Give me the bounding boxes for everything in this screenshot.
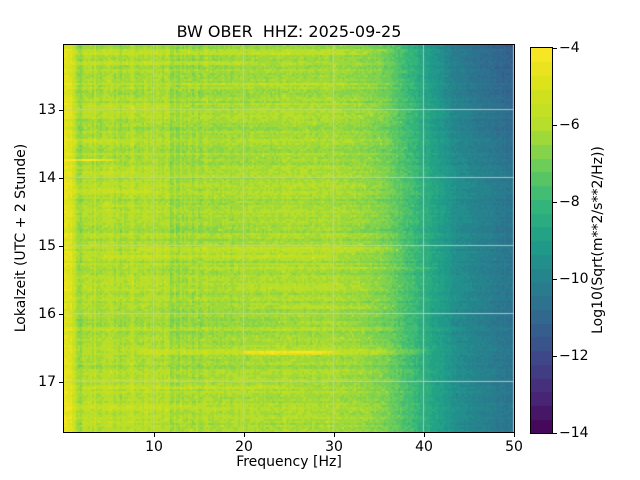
x-tick-label: 10 (145, 439, 163, 455)
colorbar-label: Log10(Sqrt(m**2/s**2/Hz)) (590, 146, 606, 334)
y-tick-mark (59, 381, 63, 383)
colorbar-tick-label: −10 (559, 271, 589, 287)
colorbar-tick-mark (553, 355, 557, 357)
y-tick-label: 16 (38, 306, 56, 323)
colorbar-tick-label: −8 (559, 194, 580, 210)
x-tick-label: 50 (505, 439, 523, 455)
x-axis-label: Frequency [Hz] (236, 454, 342, 470)
colorbar-tick-mark (553, 432, 557, 434)
chart-title: BW OBER HHZ: 2025-09-25 (176, 22, 402, 41)
y-tick-mark (59, 109, 63, 111)
y-tick-mark (59, 177, 63, 179)
colorbar-tick-label: −14 (559, 425, 589, 441)
x-tick-mark (153, 433, 155, 437)
x-tick-mark (423, 433, 425, 437)
colorbar-tick-label: −6 (559, 117, 580, 133)
x-tick-label: 40 (415, 439, 433, 455)
spectrogram-heatmap (63, 44, 515, 433)
y-tick-label: 13 (38, 102, 56, 119)
colorbar-gradient (530, 47, 553, 434)
colorbar-tick-mark (553, 278, 557, 280)
y-tick-mark (59, 313, 63, 315)
colorbar-tick-mark (553, 201, 557, 203)
y-tick-label: 17 (38, 374, 56, 391)
y-tick-label: 14 (38, 170, 56, 187)
x-tick-mark (513, 433, 515, 437)
y-tick-label: 15 (38, 238, 56, 255)
colorbar-tick-label: −4 (559, 40, 580, 56)
y-tick-mark (59, 245, 63, 247)
x-tick-label: 30 (325, 439, 343, 455)
x-tick-mark (333, 433, 335, 437)
x-tick-label: 20 (235, 439, 253, 455)
colorbar-tick-label: −12 (559, 348, 589, 364)
x-tick-mark (243, 433, 245, 437)
colorbar-tick-mark (553, 124, 557, 126)
colorbar-tick-mark (553, 47, 557, 49)
